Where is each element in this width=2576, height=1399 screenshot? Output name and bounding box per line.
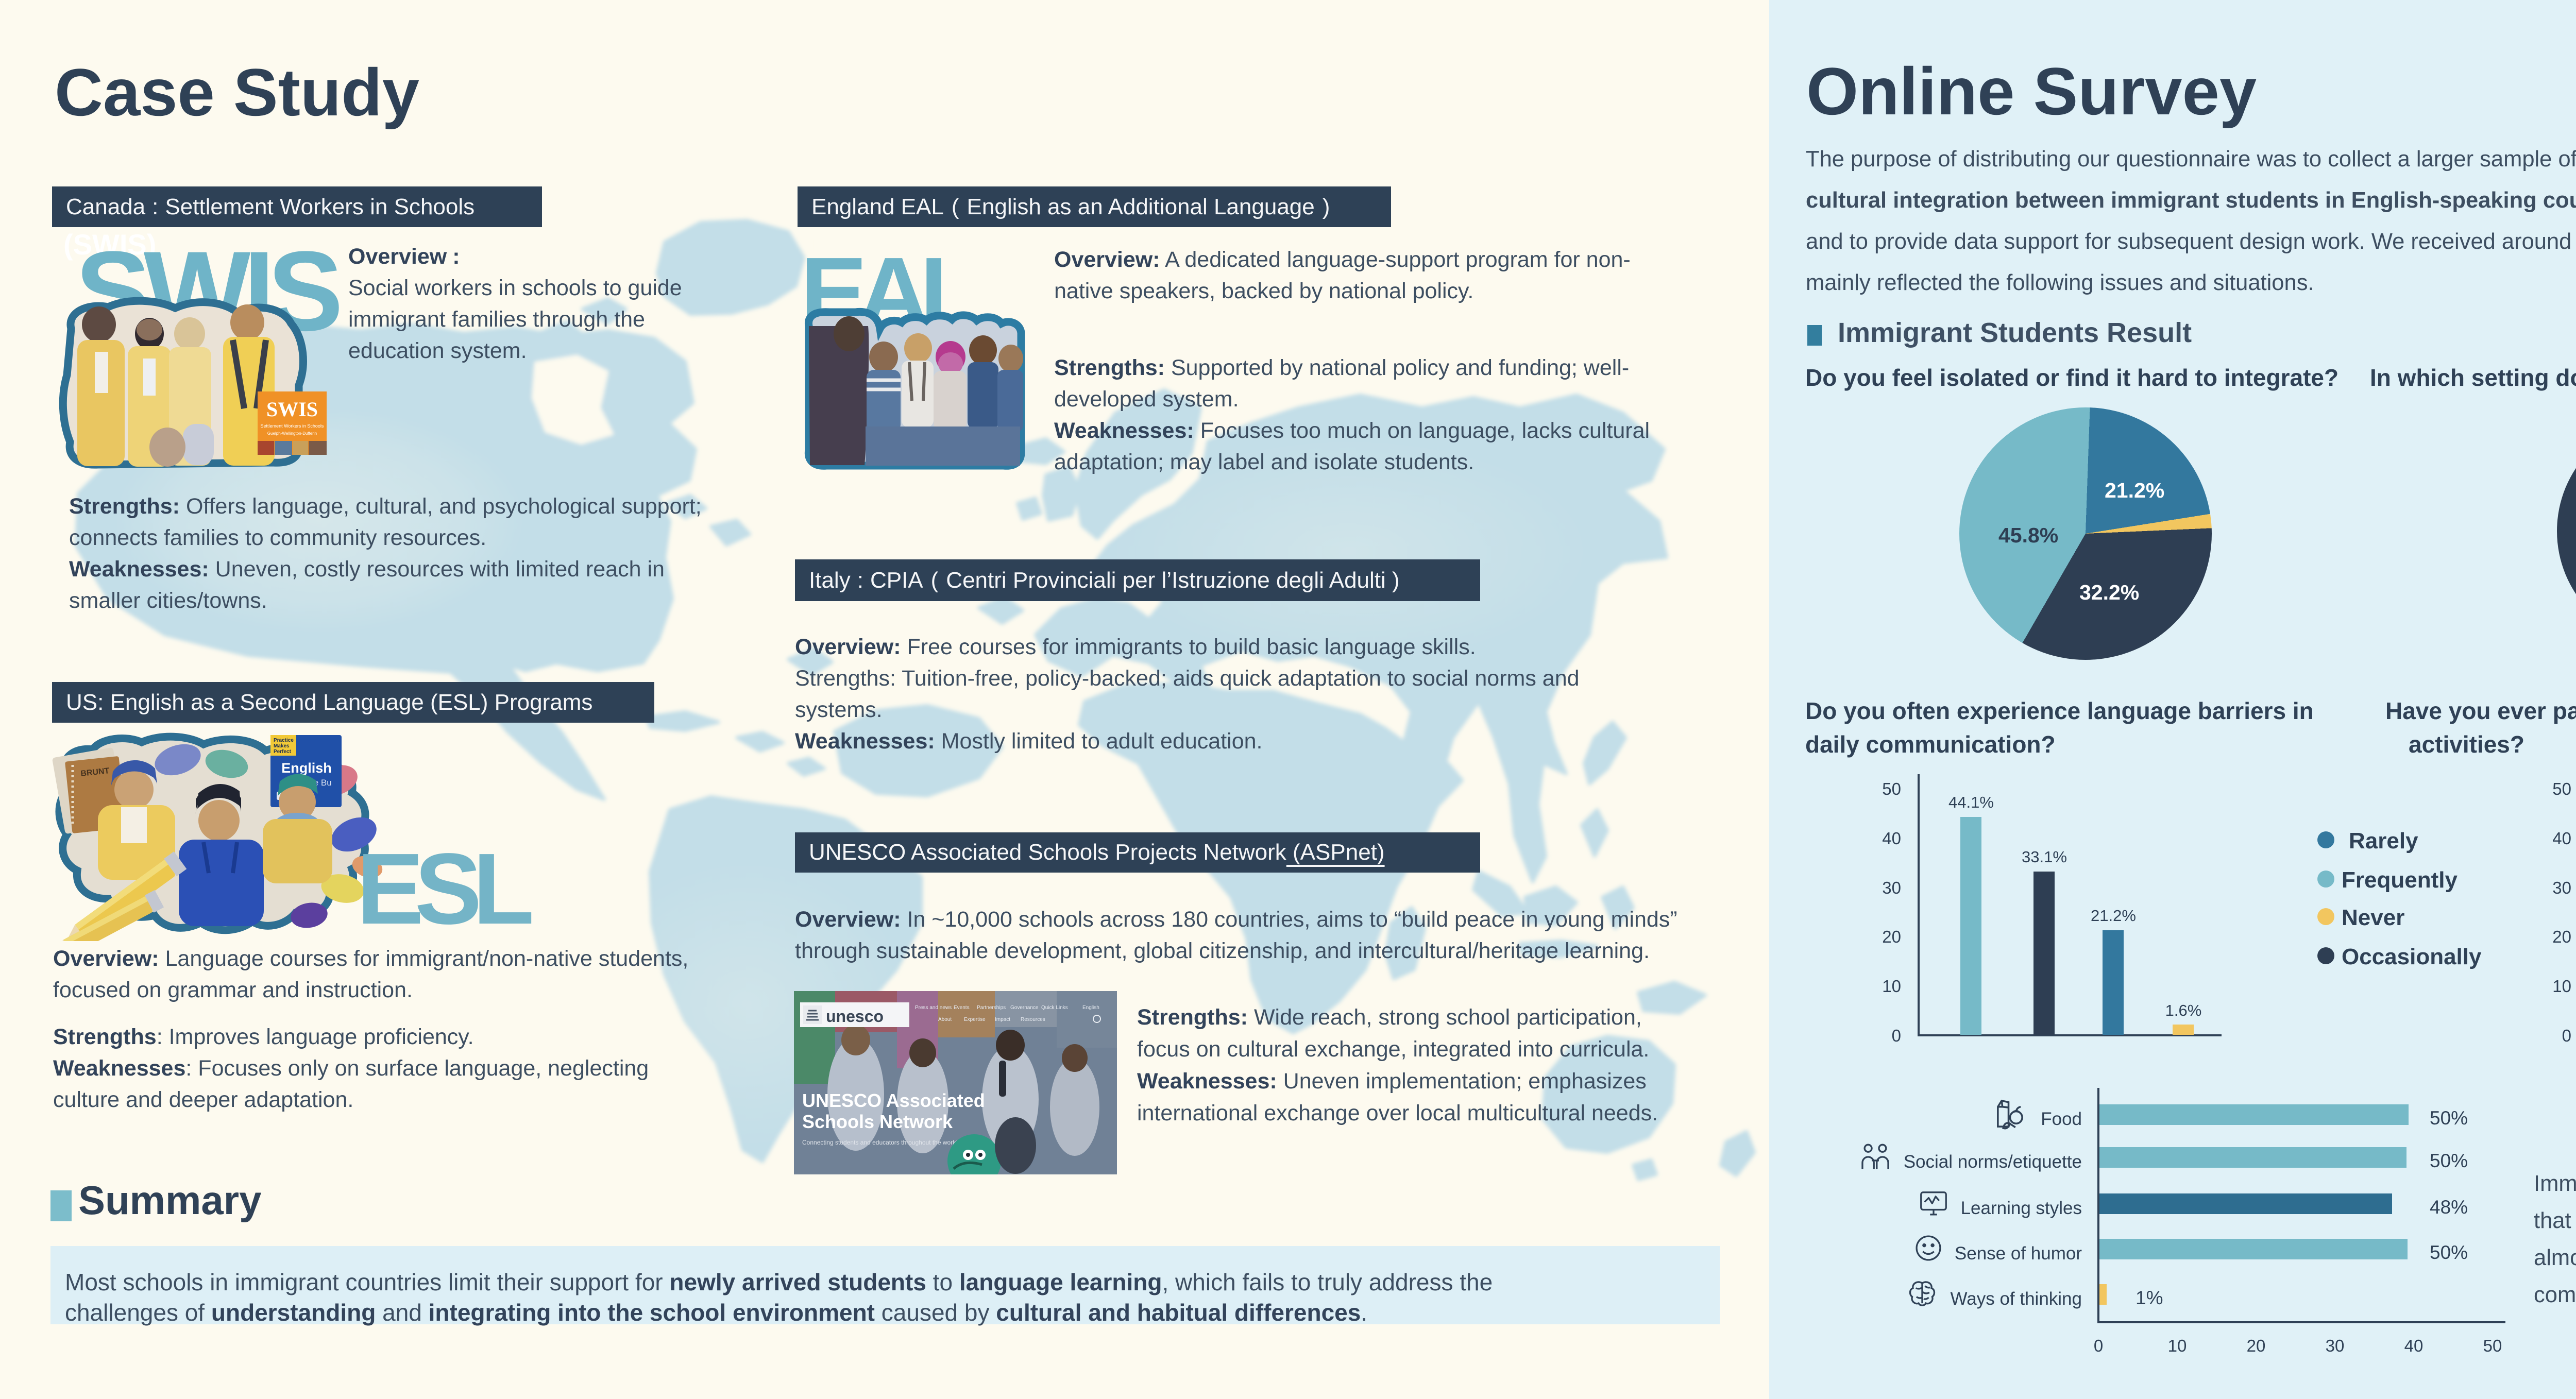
svg-text:Partnerships: Partnerships — [977, 1005, 1006, 1011]
svg-text:Makes: Makes — [274, 743, 290, 749]
svg-text:Schools Network: Schools Network — [802, 1111, 953, 1132]
svg-text:Resources: Resources — [1021, 1017, 1045, 1022]
svg-text:Perfect: Perfect — [274, 749, 292, 755]
svg-text:unesco: unesco — [826, 1007, 884, 1026]
svg-text:About: About — [938, 1017, 952, 1022]
svg-text:English: English — [281, 760, 332, 776]
svg-text:Practice: Practice — [274, 738, 294, 743]
svg-text:BRUNT: BRUNT — [80, 766, 110, 778]
svg-text:UNESCO Associated: UNESCO Associated — [802, 1090, 985, 1111]
svg-text:Connecting students and educat: Connecting students and educators throug… — [802, 1139, 958, 1146]
svg-text:Expertise: Expertise — [964, 1017, 986, 1022]
svg-text:Quick Links: Quick Links — [1041, 1005, 1068, 1011]
svg-text:Press and news: Press and news — [915, 1005, 952, 1011]
svg-text:Settlement Workers in Schools: Settlement Workers in Schools — [261, 423, 324, 429]
svg-text:Impact: Impact — [995, 1017, 1010, 1022]
svg-text:Governance: Governance — [1010, 1005, 1039, 1011]
svg-text:SWIS: SWIS — [266, 398, 318, 421]
svg-text:Events: Events — [954, 1005, 970, 1011]
svg-text:English: English — [1082, 1005, 1099, 1011]
svg-text:Guelph-Wellington-Dufferin: Guelph-Wellington-Dufferin — [267, 431, 317, 436]
